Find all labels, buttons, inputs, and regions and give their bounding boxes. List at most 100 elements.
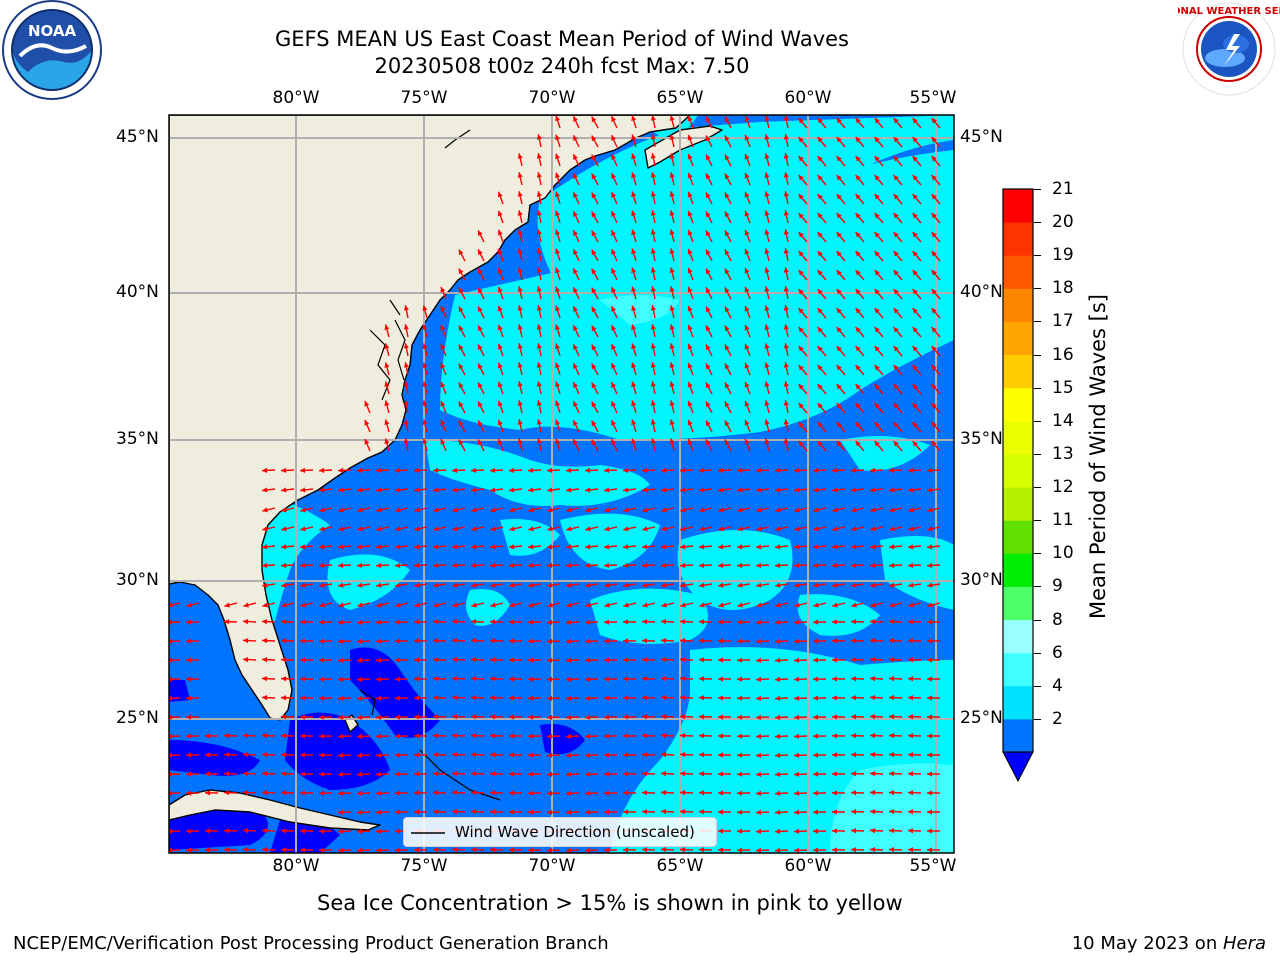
wave-direction-arrowhead	[452, 733, 458, 739]
wave-direction-arrowhead	[452, 526, 458, 532]
wave-direction-arrowhead	[471, 733, 477, 739]
wave-direction-arrowhead	[718, 714, 724, 720]
lon-label-bottom: 65°W	[656, 856, 704, 876]
wave-direction-arrowhead	[817, 365, 823, 371]
wave-direction-arrowhead	[509, 602, 515, 608]
wave-direction-arrowhead	[262, 582, 268, 588]
wave-direction-arrowhead	[870, 828, 876, 834]
wave-direction-arrowhead	[687, 267, 693, 274]
wave-direction-arrowhead	[604, 507, 610, 513]
wave-direction-arrowhead	[497, 267, 503, 274]
wave-direction-arrowhead	[591, 249, 597, 256]
wave-direction-arrowhead	[737, 638, 743, 644]
wave-direction-arrowhead	[813, 676, 819, 682]
wave-direction-arrowhead	[452, 695, 458, 701]
wave-direction-arrowhead	[813, 467, 819, 473]
wave-direction-arrowhead	[591, 154, 597, 161]
wave-direction-arrowhead	[478, 230, 483, 237]
wave-direction-arrowhead	[528, 582, 534, 588]
wave-direction-arrowhead	[870, 657, 876, 663]
wave-direction-arrowhead	[604, 733, 610, 739]
wave-direction-arrowhead	[669, 419, 675, 425]
wave-direction-arrowhead	[851, 657, 857, 663]
wave-direction-arrowhead	[433, 562, 439, 569]
wave-direction-arrowhead	[661, 582, 667, 588]
wave-direction-arrowhead	[623, 676, 629, 682]
wave-direction-arrowhead	[433, 733, 439, 739]
wave-direction-arrowhead	[794, 752, 800, 758]
wave-direction-arrowhead	[414, 657, 420, 663]
wave-direction-arrowhead	[243, 733, 249, 739]
wave-direction-arrowhead	[798, 137, 804, 143]
wave-direction-arrowhead	[794, 526, 800, 532]
wave-direction-arrowhead	[471, 752, 477, 758]
wave-direction-arrowhead	[724, 249, 730, 256]
wave-direction-arrowhead	[650, 362, 656, 368]
wave-direction-arrowhead	[908, 828, 914, 834]
wave-direction-arrowhead	[851, 526, 857, 532]
wave-direction-arrowhead	[874, 441, 880, 447]
wave-direction-arrowhead	[357, 809, 363, 815]
colorbar-segment	[1003, 255, 1033, 289]
wave-direction-arrowhead	[855, 137, 861, 143]
wave-direction-arrowhead	[186, 714, 192, 720]
wave-direction-arrowhead	[604, 809, 610, 815]
wave-direction-arrowhead	[566, 487, 572, 493]
colorbar-tick-mark	[1034, 453, 1041, 455]
wave-direction-arrowhead	[737, 467, 743, 473]
wave-direction-arrowhead	[623, 544, 629, 550]
wave-direction-arrowhead	[517, 229, 523, 235]
wave-direction-arrowhead	[591, 439, 597, 446]
wave-direction-arrowhead	[836, 422, 842, 428]
wave-direction-arrowhead	[669, 400, 675, 406]
wave-direction-arrowhead	[836, 308, 842, 314]
wave-direction-arrowhead	[737, 619, 743, 625]
wave-direction-arrowhead	[851, 809, 857, 815]
wave-direction-arrowhead	[744, 343, 750, 350]
wave-direction-arrowhead	[851, 676, 857, 682]
wave-direction-arrowhead	[813, 809, 819, 815]
wave-direction-arrowhead	[794, 714, 800, 720]
wave-direction-arrowhead	[604, 676, 610, 682]
wave-direction-arrowhead	[422, 381, 428, 387]
wave-direction-arrowhead	[300, 582, 306, 588]
wave-direction-arrowhead	[433, 582, 439, 588]
wave-direction-arrowhead	[832, 847, 838, 853]
wave-direction-arrowhead	[699, 695, 705, 701]
wave-direction-arrowhead	[724, 116, 730, 123]
wave-direction-arrowhead	[547, 602, 553, 608]
wave-direction-arrowhead	[243, 847, 249, 853]
wave-direction-arrowhead	[395, 714, 401, 720]
wave-direction-arrowhead	[775, 790, 781, 796]
wave-direction-arrowhead	[509, 582, 515, 588]
wave-direction-arrowhead	[794, 638, 800, 644]
wave-direction-arrowhead	[471, 507, 477, 513]
wave-direction-arrowhead	[661, 809, 667, 815]
wave-direction-arrowhead	[395, 809, 401, 815]
wave-direction-arrowhead	[555, 324, 561, 331]
colorbar-segment	[1003, 321, 1033, 356]
wave-direction-arrowhead	[813, 847, 819, 853]
wave-direction-arrowhead	[912, 118, 918, 124]
wave-direction-arrowhead	[384, 324, 390, 330]
wave-direction-arrowhead	[661, 526, 667, 532]
cuba-landmass	[169, 789, 381, 831]
wave-direction-arrowhead	[908, 676, 914, 682]
wave-direction-arrowhead	[931, 308, 937, 314]
wave-direction-arrowhead	[836, 175, 842, 181]
wave-direction-arrowhead	[706, 154, 711, 161]
lon-label-bottom: 55°W	[909, 856, 957, 876]
wave-direction-arrowhead	[699, 676, 705, 682]
wave-direction-arrowhead	[687, 419, 693, 426]
wave-direction-arrowhead	[395, 847, 401, 853]
wave-direction-arrowhead	[528, 695, 534, 701]
wave-direction-arrowhead	[836, 118, 842, 124]
wave-direction-arrowhead	[281, 695, 287, 701]
wave-direction-arrowhead	[281, 847, 287, 853]
wave-direction-arrowhead	[357, 676, 363, 682]
wave-direction-arrowhead	[836, 403, 842, 409]
wave-direction-arrowhead	[931, 232, 937, 238]
wave-direction-arrowhead	[555, 286, 561, 293]
wave-direction-arrowhead	[718, 526, 724, 532]
wave-direction-arrowhead	[775, 657, 781, 663]
